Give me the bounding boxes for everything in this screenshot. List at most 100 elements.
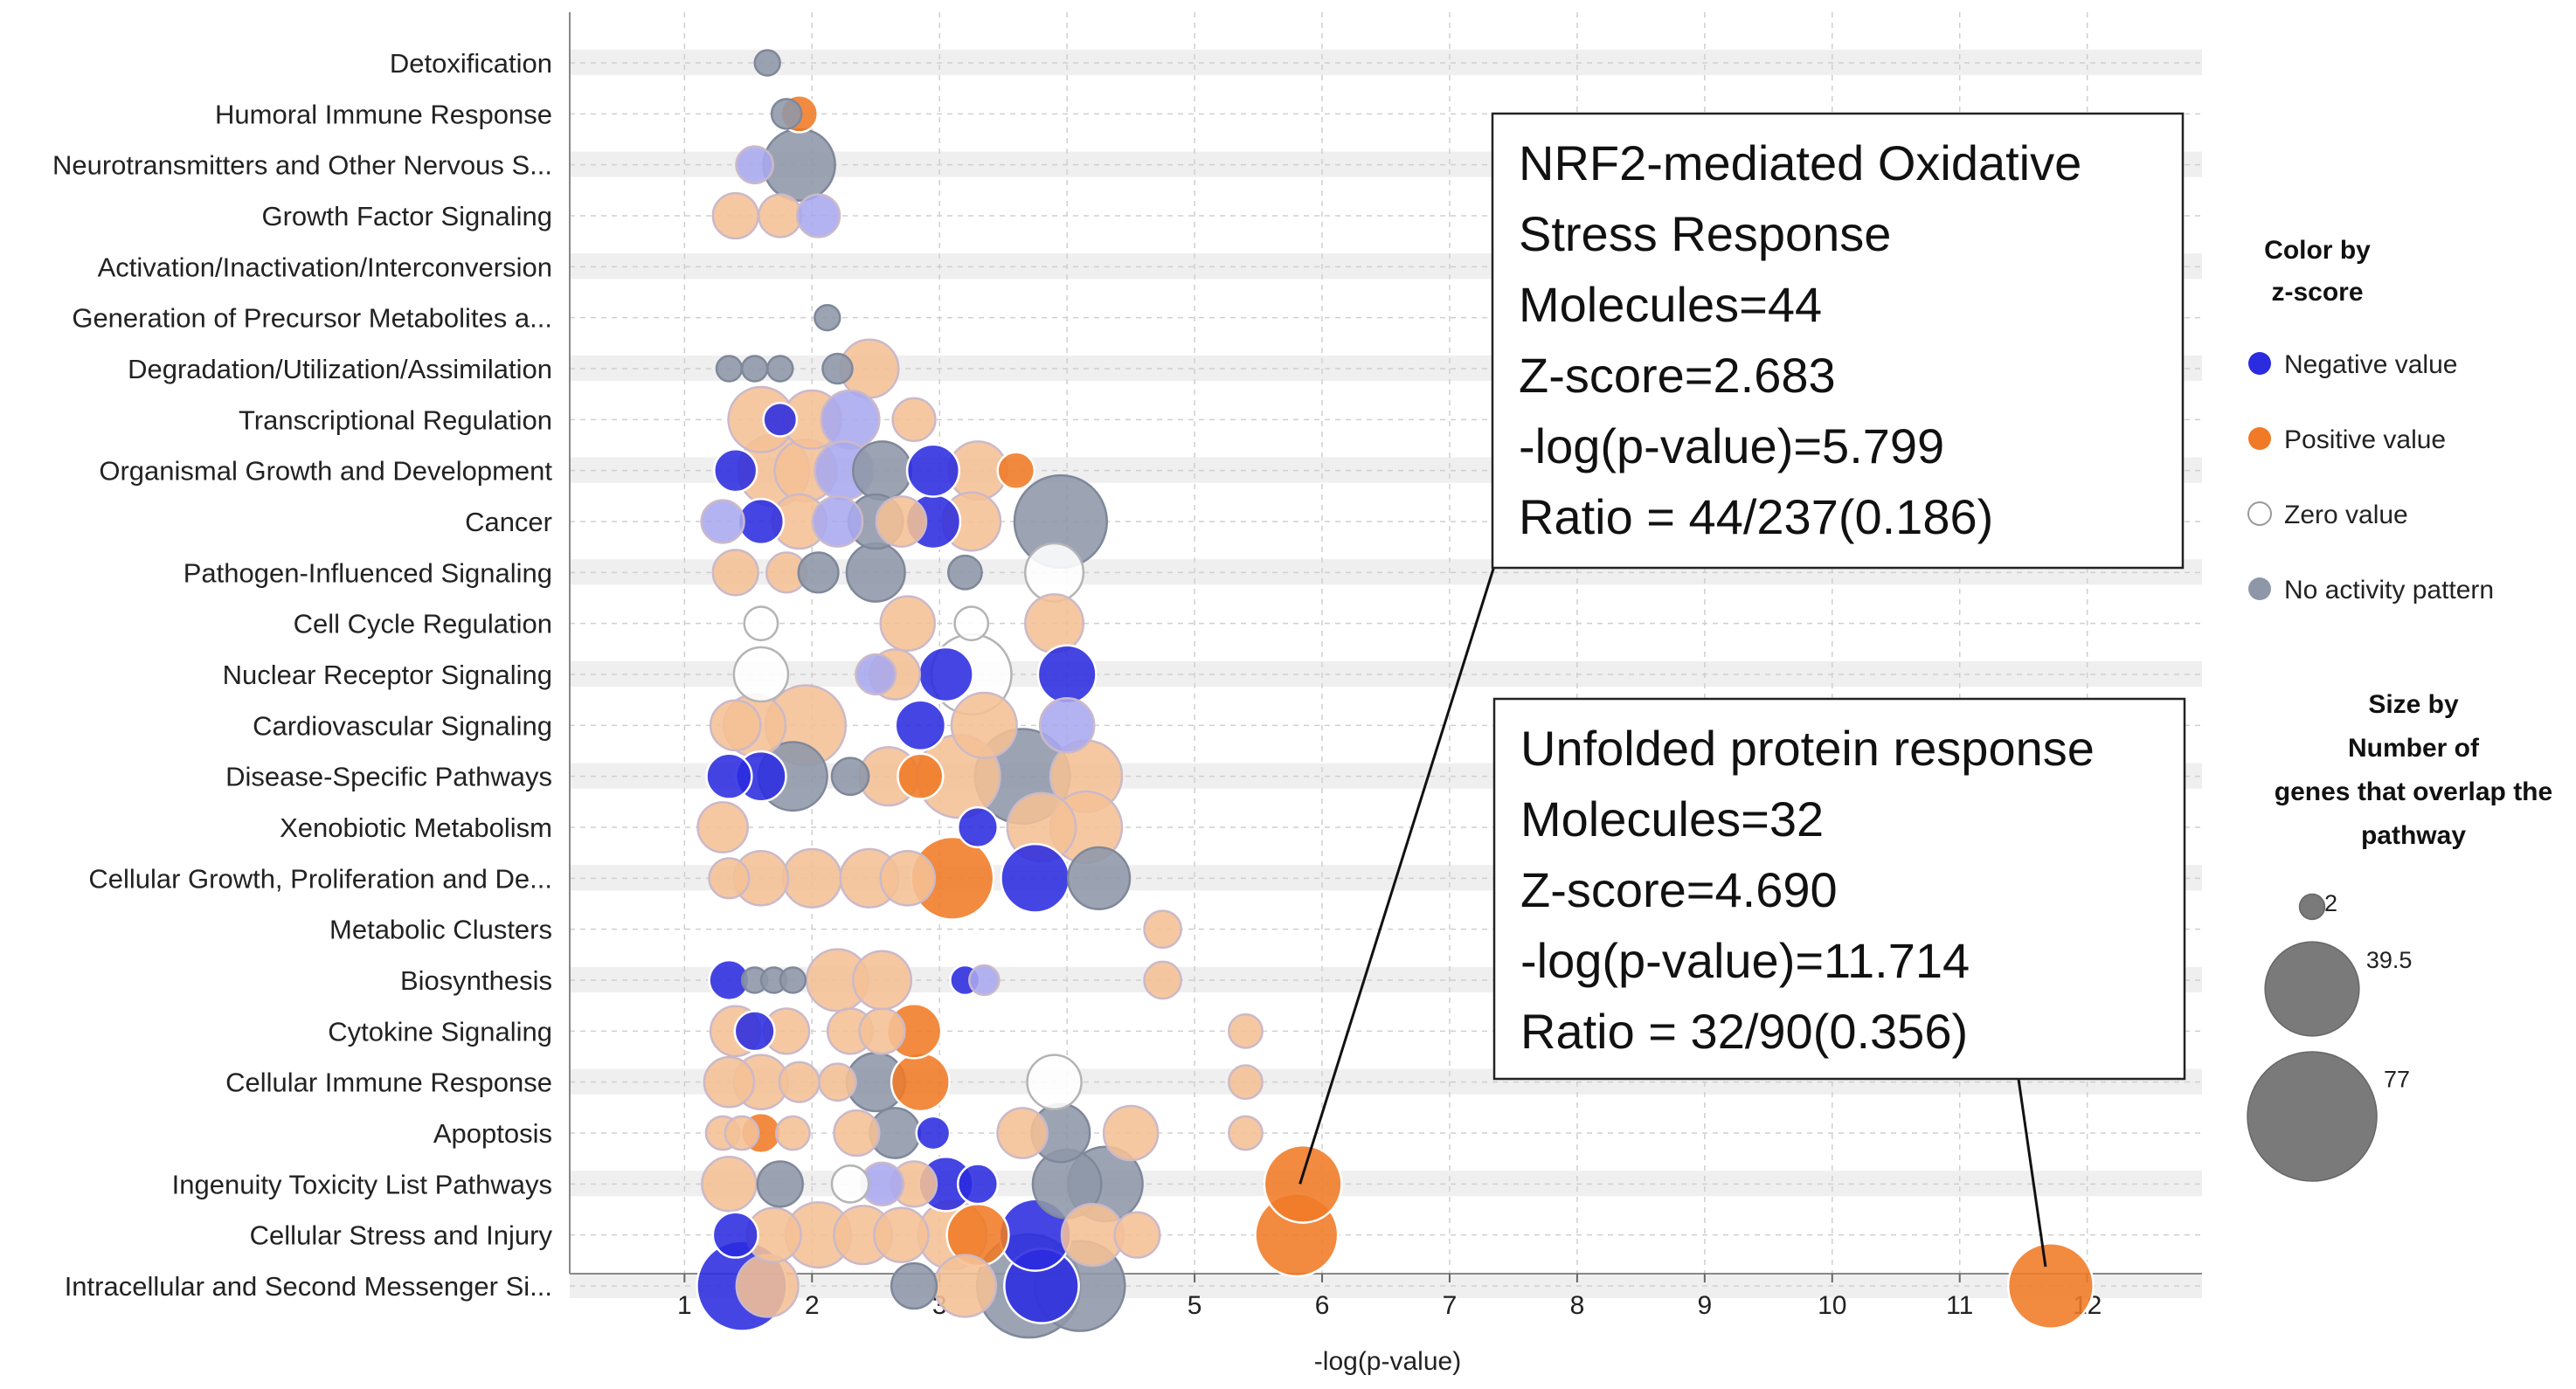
bubble <box>821 352 854 385</box>
category-label: Cytokine Signaling <box>328 1016 552 1047</box>
bubble <box>915 1115 952 1151</box>
bubble <box>811 495 864 548</box>
annotation-box <box>1491 112 2185 570</box>
category-label: Ingenuity Toxicity List Pathways <box>172 1169 552 1199</box>
category-label: Biosynthesis <box>400 965 552 996</box>
legend-swatch <box>2247 501 2272 526</box>
bubble <box>753 49 781 77</box>
category-label: Humoral Immune Response <box>215 99 552 129</box>
legend-size-circle <box>2264 941 2360 1037</box>
bubble <box>703 1055 756 1109</box>
bubble <box>1143 909 1182 950</box>
bubble <box>701 1156 758 1213</box>
bubble <box>1067 846 1132 910</box>
category-label: Cellular Growth, Proliferation and De... <box>88 863 552 894</box>
row-band <box>570 49 2202 75</box>
bubble <box>845 542 906 603</box>
annotation-line: NRF2-mediated Oxidative <box>1519 135 2081 190</box>
annotations: NRF2-mediated Oxidative Stress Response Mo… <box>1298 112 2186 1268</box>
bubble <box>894 699 947 752</box>
bubble <box>814 303 841 332</box>
legend-size-title: genes that overlap the <box>2275 777 2552 806</box>
legend-label: Negative value <box>2284 350 2457 379</box>
category-labels: Detoxification Humoral Immune Response Neu… <box>52 48 553 1302</box>
bubble <box>758 193 803 238</box>
bubble <box>737 497 786 546</box>
bubble <box>830 1164 870 1204</box>
bubble <box>762 401 799 438</box>
annotation-line: Z-score=2.683 <box>1519 348 1836 403</box>
bubble <box>1000 842 1071 914</box>
legend-color-title: Color by <box>2264 236 2371 265</box>
category-label: Degradation/Utilization/Assimilation <box>128 354 552 384</box>
bubble <box>774 1115 811 1151</box>
bubble <box>918 646 974 703</box>
bubble <box>781 847 842 909</box>
bubble <box>875 495 928 548</box>
bubble <box>733 1010 776 1053</box>
bubble <box>890 1052 951 1113</box>
bubble <box>756 1160 804 1208</box>
category-label: Intracellular and Second Messenger Si... <box>65 1271 552 1302</box>
bubble <box>705 752 753 800</box>
legend-size-title: pathway <box>2361 821 2466 850</box>
bubble <box>891 397 937 442</box>
annotation-line: Ratio = 32/90(0.356) <box>1520 1004 1968 1059</box>
category-label: Organismal Growth and Development <box>99 456 552 487</box>
legend-size-title: Size by <box>2368 690 2459 719</box>
x-tick-label: 8 <box>1570 1291 1585 1320</box>
bubble <box>797 551 840 594</box>
category-label: Nuclear Receptor Signaling <box>223 660 552 690</box>
legend-swatch <box>2248 427 2271 450</box>
row-band <box>570 1272 2202 1298</box>
category-label: Transcriptional Regulation <box>239 404 552 435</box>
bubble <box>735 1254 800 1318</box>
annotation-line: Stress Response <box>1519 206 1891 261</box>
category-label: Disease-Specific Pathways <box>225 762 552 792</box>
x-tick-label: 10 <box>1818 1291 1846 1320</box>
bubble <box>1143 960 1182 1000</box>
legend-label: No activity pattern <box>2284 576 2494 605</box>
bubble <box>953 605 990 642</box>
legend-color-title: z-score <box>2271 278 2363 307</box>
bubble <box>820 389 881 450</box>
x-axis-title: -log(p-value) <box>1314 1347 1461 1376</box>
bubble <box>830 757 870 797</box>
category-label: Cell Cycle Regulation <box>294 609 552 639</box>
bubble <box>1263 1144 1343 1224</box>
bubble <box>852 440 913 501</box>
bubble <box>932 1254 998 1318</box>
legend-size-label: 77 <box>2384 1067 2410 1093</box>
x-tick-label: 11 <box>1946 1291 1973 1320</box>
x-tick-label: 6 <box>1315 1291 1330 1320</box>
bubble <box>715 355 744 383</box>
bubble <box>708 857 751 900</box>
bubble <box>709 699 762 752</box>
bubble <box>890 1261 938 1310</box>
bubble <box>770 98 803 130</box>
bubble <box>968 964 1001 997</box>
annotation-line: Ratio = 44/237(0.186) <box>1519 489 1993 544</box>
category-label: Cellular Immune Response <box>225 1068 552 1098</box>
legend-swatch <box>2248 577 2271 600</box>
bubble <box>897 752 945 800</box>
bubble <box>779 966 807 994</box>
bubble <box>818 1062 857 1102</box>
bubble <box>996 451 1036 491</box>
bubble <box>858 1007 906 1055</box>
bubble <box>713 448 758 494</box>
x-tick-label: 5 <box>1188 1291 1202 1320</box>
bubble <box>852 950 913 1011</box>
legend-label: Positive value <box>2284 425 2446 454</box>
bubble <box>996 1107 1049 1159</box>
bubble <box>1026 1054 1083 1110</box>
annotation-box <box>1492 697 2186 1081</box>
annotation-leader-line <box>1298 565 1496 1185</box>
bubble <box>1228 1064 1264 1101</box>
x-tick-label: 7 <box>1443 1291 1458 1320</box>
bubble <box>905 443 961 498</box>
category-label: Growth Factor Signaling <box>261 201 552 232</box>
bubble <box>1228 1115 1264 1151</box>
bubble <box>956 805 1000 849</box>
